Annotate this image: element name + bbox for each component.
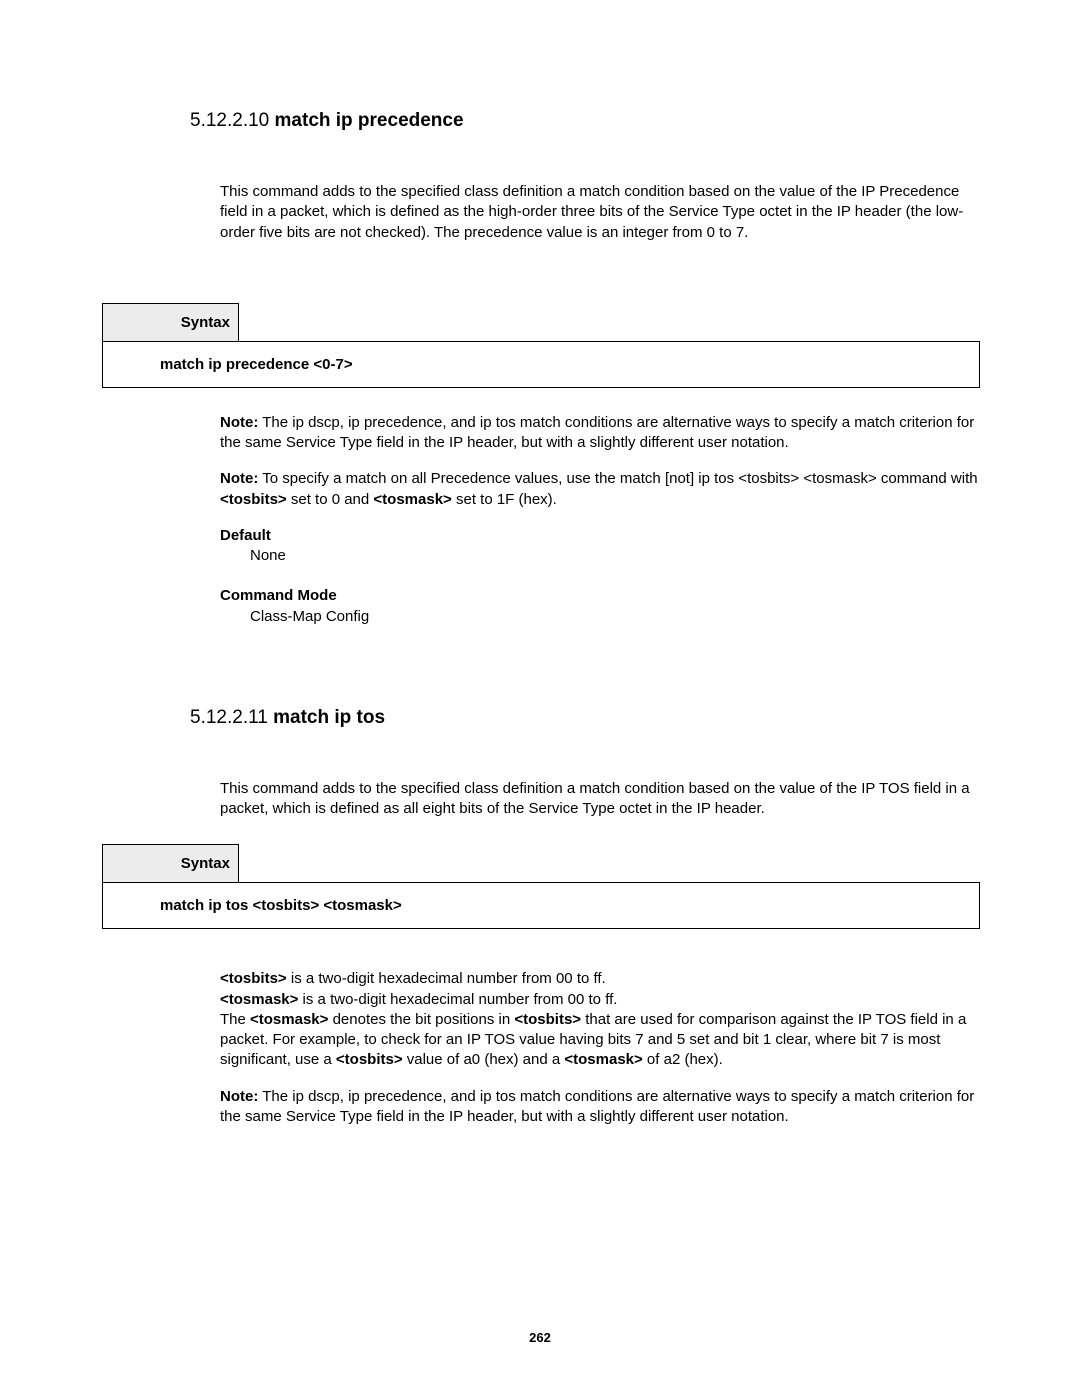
section-title: match ip tos [273, 707, 385, 728]
command-mode-label: Command Mode [220, 586, 980, 606]
param-text: value of a0 (hex) and a [403, 1051, 565, 1068]
note-label: Note: [220, 414, 258, 431]
note-paragraph: Note: The ip dscp, ip precedence, and ip… [220, 413, 980, 454]
section-number: 5.12.2.10 [190, 110, 269, 131]
note-text: set to 1F (hex). [452, 491, 557, 508]
param-bold: <tosmask> [220, 991, 298, 1008]
default-value: None [250, 546, 980, 566]
param-text: The [220, 1011, 250, 1028]
param-bold: <tosmask> [250, 1011, 328, 1028]
section-heading: 5.12.2.10 match ip precedence [190, 110, 980, 132]
syntax-block: Syntax match ip precedence <0-7> [102, 303, 980, 388]
note-text: The ip dscp, ip precedence, and ip tos m… [220, 1088, 974, 1125]
command-mode-block: Command Mode Class-Map Config [220, 586, 980, 627]
section-intro: This command adds to the specified class… [220, 779, 980, 820]
param-bold: <tosbits> [220, 491, 287, 508]
param-bold: <tosbits> [220, 970, 287, 987]
syntax-label: Syntax [102, 844, 239, 882]
note-text: set to 0 and [287, 491, 374, 508]
note-text: The ip dscp, ip precedence, and ip tos m… [220, 414, 974, 451]
syntax-block: Syntax match ip tos <tosbits> <tosmask> [102, 844, 980, 929]
syntax-label: Syntax [102, 303, 239, 341]
default-block: Default None [220, 526, 980, 567]
note-text: To specify a match on all Precedence val… [258, 470, 977, 487]
param-text: is a two-digit hexadecimal number from 0… [287, 970, 606, 987]
syntax-command: match ip tos <tosbits> <tosmask> [102, 882, 980, 929]
page-number: 262 [0, 1330, 1080, 1345]
document-page: 5.12.2.10 match ip precedence This comma… [0, 0, 1080, 1397]
syntax-command: match ip precedence <0-7> [102, 341, 980, 388]
default-label: Default [220, 526, 980, 546]
param-text: denotes the bit positions in [328, 1011, 514, 1028]
param-bold: <tosbits> [336, 1051, 403, 1068]
note-paragraph: Note: The ip dscp, ip precedence, and ip… [220, 1087, 980, 1128]
param-text: is a two-digit hexadecimal number from 0… [298, 991, 617, 1008]
note-paragraph: Note: To specify a match on all Preceden… [220, 469, 980, 510]
section-title: match ip precedence [275, 110, 464, 131]
note-label: Note: [220, 470, 258, 487]
section-heading: 5.12.2.11 match ip tos [190, 707, 980, 729]
param-description: <tosbits> is a two-digit hexadecimal num… [220, 969, 980, 1070]
param-bold: <tosmask> [564, 1051, 642, 1068]
section-intro: This command adds to the specified class… [220, 182, 980, 243]
param-bold: <tosbits> [514, 1011, 581, 1028]
section-number: 5.12.2.11 [190, 707, 268, 728]
command-mode-value: Class-Map Config [250, 607, 980, 627]
note-label: Note: [220, 1088, 258, 1105]
param-bold: <tosmask> [373, 491, 451, 508]
param-text: of a2 (hex). [643, 1051, 723, 1068]
